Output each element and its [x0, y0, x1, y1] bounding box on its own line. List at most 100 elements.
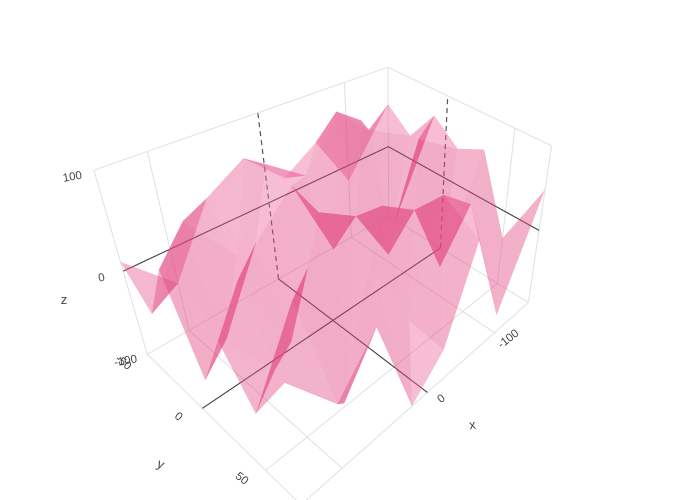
surface-triangle: [382, 205, 415, 322]
left-vertical-edge: [93, 170, 148, 355]
surface-triangle: [333, 111, 362, 250]
z-axis-tick-label: -100: [113, 353, 138, 369]
surface-triangle: [307, 267, 352, 404]
surface-triangle: [388, 139, 419, 255]
surface-triangle: [368, 104, 411, 136]
surface-triangle: [237, 242, 292, 342]
surface-triangle: [344, 278, 377, 404]
surface-triangle: [439, 148, 485, 268]
surface-triangle: [470, 149, 503, 239]
x-zeroline-wall-dashed: [257, 112, 280, 280]
surface-triangle: [120, 262, 179, 314]
z-zeroline-left-wall: [122, 146, 389, 272]
surface-triangle: [291, 185, 334, 250]
surface-triangle: [305, 111, 337, 250]
top-right-edge: [387, 66, 552, 147]
surface-triangle: [376, 205, 410, 322]
surface-triangle: [418, 139, 458, 268]
surface-triangle: [443, 195, 480, 240]
surface-triangle: [439, 149, 485, 268]
surface-triangle: [470, 204, 503, 316]
surface-triangle: [265, 164, 306, 179]
y-zeroline-wall-dashed: [439, 95, 449, 248]
surface-triangle: [355, 205, 389, 255]
surface-triangle: [226, 242, 256, 339]
surface-triangle: [352, 205, 383, 345]
surface-triangle: [206, 158, 244, 256]
surface-triangle: [237, 280, 292, 371]
surface-triangle: [291, 175, 334, 250]
right-vertical-edge: [527, 145, 553, 303]
surface-triangle: [265, 164, 306, 186]
back-vertical-edge: [387, 67, 390, 216]
y-gridline-floor: [265, 283, 498, 471]
z-axis-title: z: [61, 292, 68, 307]
floor-back-right-edge: [388, 215, 529, 304]
surface-triangle: [409, 195, 444, 350]
surface-triangle: [414, 195, 444, 268]
surface-triangle: [291, 185, 319, 342]
x-gridline-wall: [343, 82, 352, 238]
surface-triangle: [284, 301, 338, 405]
floor-edge-y: [146, 353, 297, 500]
x-axis-tick-label: -100: [496, 328, 522, 352]
x-gridline-floor: [188, 329, 343, 469]
x-axis-title: x: [468, 417, 477, 433]
surface-triangle: [243, 158, 285, 179]
surface-triangle: [337, 327, 377, 405]
surface-triangle: [361, 120, 393, 255]
surface-triangle: [388, 139, 419, 255]
surface-triangle: [470, 204, 497, 316]
z-zeroline-right-wall: [388, 146, 540, 231]
surface-triangle: [333, 120, 362, 250]
surface-triangle: [236, 164, 266, 256]
surface-triangle: [291, 301, 345, 405]
surface-triangle: [274, 267, 308, 371]
surface-triangle: [291, 267, 345, 404]
surface-triangle: [256, 164, 292, 243]
surface-triangle: [382, 205, 415, 255]
surface-triangle: [352, 205, 383, 345]
surface-triangle: [414, 139, 440, 268]
surface-triangle: [318, 212, 356, 345]
surface-triangle: [274, 267, 308, 371]
y-axis-tick-label: 0: [172, 410, 184, 423]
surface-triangle: [151, 221, 183, 314]
surface-triangle: [344, 278, 377, 404]
surface-triangle: [439, 195, 471, 268]
x-axis-tick-label: 0: [435, 392, 447, 405]
floor-edge-x: [305, 302, 529, 500]
y-axis-title: y: [155, 456, 168, 473]
surface-triangle: [218, 341, 275, 414]
z-axis-tick-label: 0: [97, 272, 105, 285]
surface-triangle: [376, 278, 412, 407]
surface-triangle: [361, 120, 393, 227]
axis-zerolines: [122, 95, 540, 409]
surface-triangle: [158, 269, 227, 381]
surface-mesh: [120, 104, 545, 414]
surface-triangle: [284, 142, 316, 179]
surface-triangle: [256, 185, 292, 342]
surface-triangle: [158, 221, 227, 339]
surface-triangle: [218, 280, 275, 371]
top-left-edge: [93, 66, 389, 171]
surface-triangle: [496, 189, 545, 316]
surface-triangle: [315, 111, 349, 181]
surface-triangle: [368, 129, 411, 227]
surface-triangle: [182, 221, 237, 339]
surface-triangle: [236, 158, 266, 256]
surface-triangle: [151, 221, 183, 314]
x-gridline-floor: [350, 236, 495, 334]
floor-back-left-edge: [146, 215, 389, 355]
surface-triangle: [336, 111, 369, 181]
y-axis-tick-label: 50: [233, 470, 250, 487]
surface-triangle: [307, 212, 352, 345]
x-zeroline-floor: [278, 278, 428, 393]
surface-triangle: [393, 115, 435, 227]
z-axis-tick-label: 100: [62, 170, 83, 185]
surface-triangle: [205, 280, 238, 381]
surface-triangle: [255, 301, 292, 414]
surface-triangle: [182, 198, 237, 256]
